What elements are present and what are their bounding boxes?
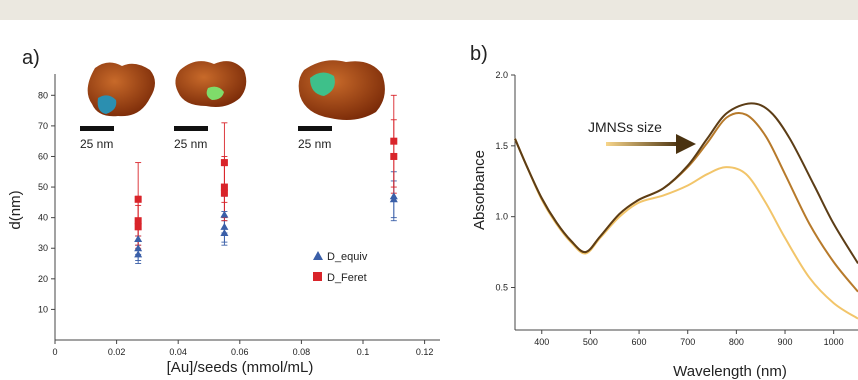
panel-a-ytick-label: 30 bbox=[38, 243, 48, 253]
panel-b-xtick-label: 600 bbox=[632, 337, 647, 347]
panel-a-xtick-label: 0.06 bbox=[231, 347, 249, 357]
panel-b-ticks: 400 500 600 700 800 900 1000 0.5 1.0 1.5 2.0 bbox=[495, 70, 843, 347]
panel-b-ytick-label: 2.0 bbox=[495, 70, 508, 80]
panel-a-ytick-label: 60 bbox=[38, 151, 48, 161]
panel-a-xtick-label: 0.12 bbox=[416, 347, 434, 357]
panel-a-marks bbox=[134, 94, 398, 264]
arrow-label: JMNSs size bbox=[588, 119, 662, 135]
panel-a-ytick-label: 40 bbox=[38, 213, 48, 223]
scale-bar-2 bbox=[174, 126, 208, 131]
legend-equiv-label: D_equiv bbox=[327, 251, 368, 263]
panel-a-ytick-label: 70 bbox=[38, 121, 48, 131]
panel-a-legend: D_equiv D_Feret bbox=[313, 251, 368, 284]
absorbance-series-3 bbox=[514, 102, 858, 264]
data-point-equiv bbox=[220, 222, 229, 230]
data-point-equiv bbox=[220, 210, 229, 218]
data-point-equiv bbox=[134, 250, 143, 258]
panel-b-xlabel: Wavelength (nm) bbox=[673, 363, 787, 380]
panel-b-label: b) bbox=[470, 43, 488, 65]
data-point-equiv bbox=[389, 192, 398, 200]
size-arrow bbox=[606, 134, 696, 154]
panel-a-xtick-label: 0.02 bbox=[108, 347, 126, 357]
data-point-feret bbox=[220, 183, 228, 191]
panel-a-label: a) bbox=[22, 47, 40, 69]
legend-equiv-marker bbox=[313, 251, 323, 260]
data-point-feret bbox=[134, 195, 142, 203]
data-point-feret bbox=[134, 217, 142, 225]
panel-b-axes bbox=[514, 75, 858, 331]
nanoparticle-image-3 bbox=[298, 60, 385, 120]
panel-b-xtick-label: 800 bbox=[729, 337, 744, 347]
panel-a-ylabel: d(nm) bbox=[7, 190, 24, 229]
legend-feret-marker bbox=[313, 272, 322, 281]
panel-a-ytick-label: 50 bbox=[38, 182, 48, 192]
panel-a-axes bbox=[54, 74, 440, 341]
panel-a-xtick-label: 0.04 bbox=[169, 347, 187, 357]
scale-bar-1 bbox=[80, 126, 114, 131]
panel-b-xtick-label: 1000 bbox=[824, 337, 844, 347]
panel-b-ytick-label: 1.0 bbox=[495, 212, 508, 222]
panel-a-xtick-label: 0 bbox=[52, 347, 57, 357]
data-point-feret bbox=[220, 189, 228, 197]
scale-bar-3 bbox=[298, 126, 332, 131]
legend-feret-label: D_Feret bbox=[327, 272, 367, 284]
scale-bar-label-3: 25 nm bbox=[298, 137, 331, 151]
panel-b-ytick-label: 1.5 bbox=[495, 141, 508, 151]
data-point-equiv bbox=[220, 228, 229, 236]
panel-b-xtick-label: 400 bbox=[534, 337, 549, 347]
nanoparticle-image-1 bbox=[87, 62, 155, 117]
panel-a-ytick-label: 20 bbox=[38, 274, 48, 284]
scale-bar-label-1: 25 nm bbox=[80, 137, 113, 151]
panel-b-ytick-label: 0.5 bbox=[495, 283, 508, 293]
data-point-equiv bbox=[134, 244, 143, 252]
data-point-feret bbox=[390, 152, 398, 160]
data-point-feret bbox=[220, 159, 228, 167]
top-strip bbox=[0, 0, 858, 20]
panel-a-ticks: 0 0.02 0.04 0.06 0.08 0.1 0.12 10 20 30 40 50 60 70 80 bbox=[38, 90, 433, 357]
panel-a-ytick-label: 10 bbox=[38, 304, 48, 314]
data-point-equiv bbox=[134, 235, 143, 243]
panel-b-xtick-label: 700 bbox=[680, 337, 695, 347]
panel-a-xlabel: [Au]/seeds (mmol/mL) bbox=[167, 359, 314, 376]
scale-bar-label-2: 25 nm bbox=[174, 137, 207, 151]
panel-b-ylabel: Absorbance bbox=[471, 150, 488, 230]
panel-b-xtick-label: 900 bbox=[778, 337, 793, 347]
panel-a-xtick-label: 0.08 bbox=[293, 347, 311, 357]
nanoparticle-image-2 bbox=[175, 61, 247, 107]
panel-a-ytick-label: 80 bbox=[38, 90, 48, 100]
panel-b-lines bbox=[514, 102, 858, 320]
data-point-feret bbox=[134, 223, 142, 231]
panel-a-xtick-label: 0.1 bbox=[357, 347, 370, 357]
panel-b-xtick-label: 500 bbox=[583, 337, 598, 347]
data-point-feret bbox=[390, 137, 398, 145]
